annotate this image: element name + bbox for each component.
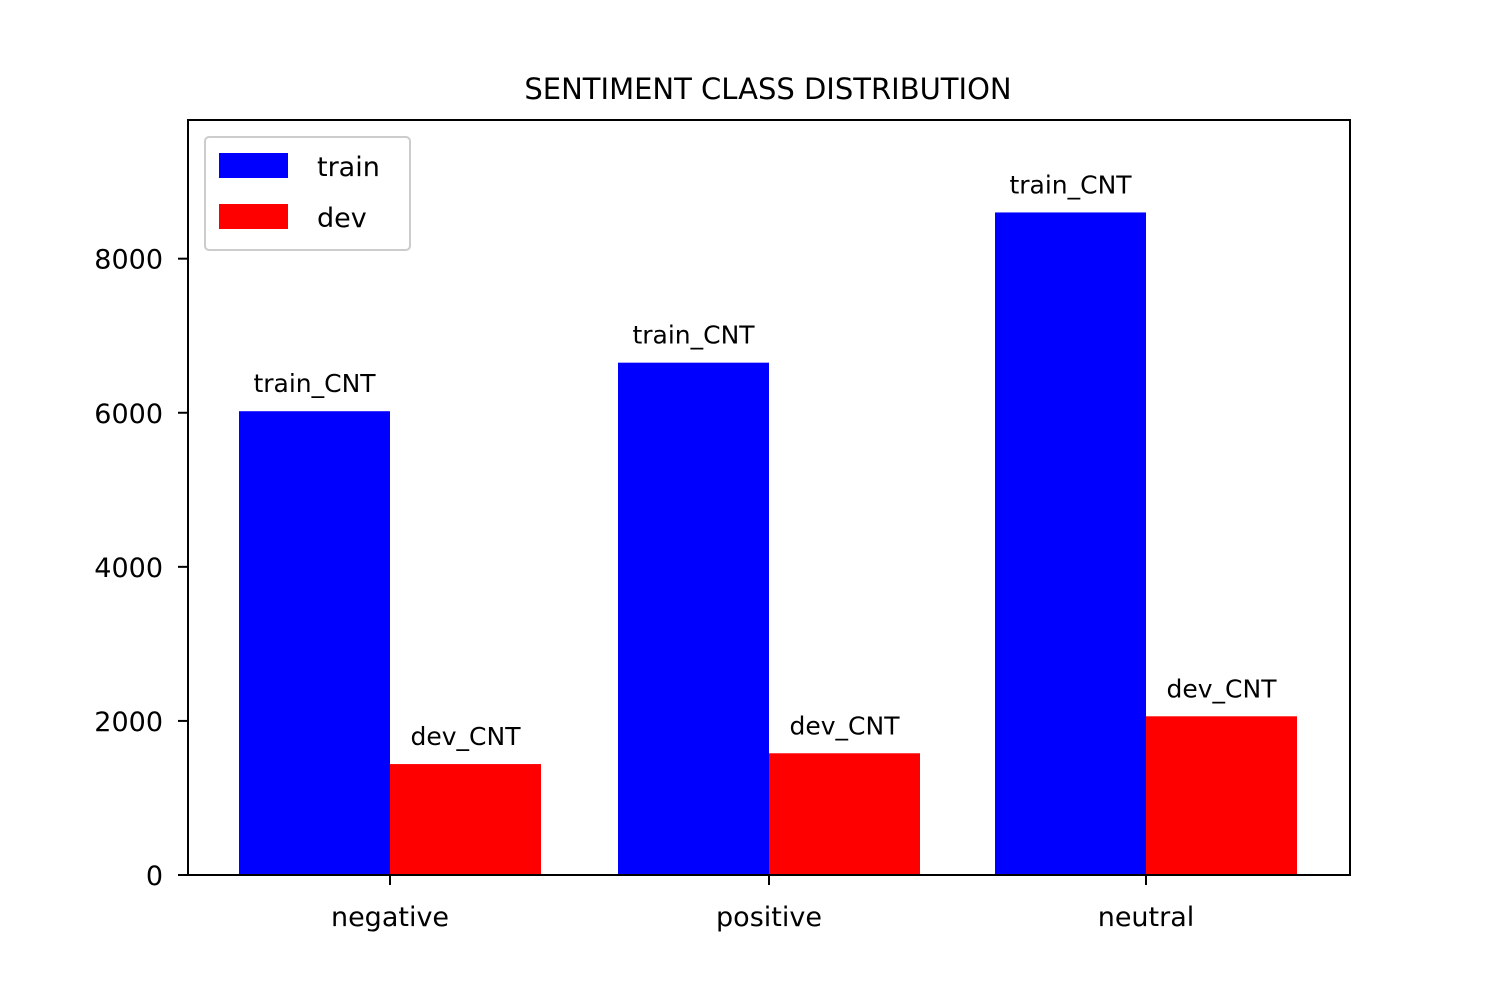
legend: train dev <box>204 136 411 251</box>
y-tick-label: 2000 <box>94 707 163 738</box>
bars-layer <box>239 212 1297 875</box>
bar-label-dev-neutral: dev_CNT <box>1167 674 1278 703</box>
legend-label-train: train <box>317 152 380 183</box>
bar-dev-neutral <box>1146 716 1297 875</box>
chart-title: SENTIMENT CLASS DISTRIBUTION <box>524 72 1011 106</box>
x-tick-label: neutral <box>1098 902 1195 933</box>
bar-label-dev-positive: dev_CNT <box>790 711 901 740</box>
bar-train-positive <box>618 362 769 875</box>
axes-layer: 0 2000 4000 6000 8000 negative positive neutral <box>94 119 1351 933</box>
legend-label-dev: dev <box>317 203 367 234</box>
bar-label-train-neutral: train_CNT <box>1009 170 1132 199</box>
x-tick-label: negative <box>331 902 449 933</box>
y-tick-label: 0 <box>146 861 163 892</box>
bar-labels-layer: train_CNT train_CNT train_CNT dev_CNT dev_CN… <box>253 170 1277 751</box>
y-tick-label: 6000 <box>94 399 163 430</box>
x-tick-label: positive <box>716 902 822 933</box>
bar-dev-positive <box>769 753 920 875</box>
legend-swatch-train <box>219 153 288 178</box>
bar-dev-negative <box>390 764 541 875</box>
y-tick-label: 8000 <box>94 245 163 276</box>
y-tick-label: 4000 <box>94 553 163 584</box>
bar-train-neutral <box>995 212 1146 875</box>
bar-label-train-positive: train_CNT <box>632 321 755 350</box>
bar-train-negative <box>239 411 390 875</box>
bar-label-train-negative: train_CNT <box>253 369 376 398</box>
legend-swatch-dev <box>219 204 288 229</box>
bar-label-dev-negative: dev_CNT <box>411 722 522 751</box>
